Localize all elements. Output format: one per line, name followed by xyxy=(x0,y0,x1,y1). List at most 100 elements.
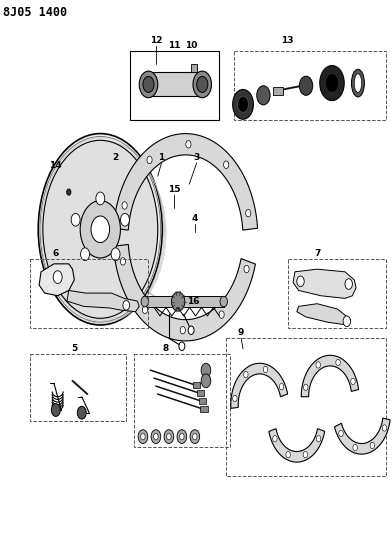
Circle shape xyxy=(336,359,340,366)
Circle shape xyxy=(382,425,387,431)
Bar xyxy=(191,64,197,72)
Text: 15: 15 xyxy=(168,185,181,194)
Bar xyxy=(143,296,225,308)
Circle shape xyxy=(316,362,320,368)
Text: 3: 3 xyxy=(194,153,200,162)
Circle shape xyxy=(147,156,152,164)
Circle shape xyxy=(186,141,191,148)
Text: 1: 1 xyxy=(158,153,165,162)
Circle shape xyxy=(139,71,158,98)
Circle shape xyxy=(151,430,161,443)
Circle shape xyxy=(263,366,268,373)
Polygon shape xyxy=(293,269,356,298)
Text: 13: 13 xyxy=(281,36,294,45)
Circle shape xyxy=(244,265,249,273)
Circle shape xyxy=(123,301,130,310)
Circle shape xyxy=(244,372,248,378)
Circle shape xyxy=(370,442,374,449)
Circle shape xyxy=(71,213,80,226)
Polygon shape xyxy=(301,356,359,397)
Text: 2: 2 xyxy=(112,153,118,162)
Bar xyxy=(198,398,206,404)
Bar xyxy=(234,51,386,120)
Ellipse shape xyxy=(43,140,158,318)
Bar xyxy=(200,406,208,412)
Circle shape xyxy=(177,430,187,443)
Circle shape xyxy=(120,257,125,265)
Circle shape xyxy=(353,445,358,451)
Polygon shape xyxy=(114,134,258,230)
Circle shape xyxy=(273,435,277,442)
Circle shape xyxy=(316,435,321,442)
Circle shape xyxy=(320,66,344,101)
Circle shape xyxy=(143,76,154,92)
Text: 11: 11 xyxy=(168,42,181,51)
Circle shape xyxy=(201,374,211,387)
Circle shape xyxy=(339,430,343,437)
Bar xyxy=(274,87,283,95)
Circle shape xyxy=(171,292,185,311)
Bar xyxy=(149,72,202,96)
Bar xyxy=(193,382,200,388)
Text: 7: 7 xyxy=(314,249,320,258)
Circle shape xyxy=(192,433,197,440)
Circle shape xyxy=(246,209,251,217)
Polygon shape xyxy=(39,264,74,296)
Polygon shape xyxy=(114,245,256,341)
Text: 8J05 1400: 8J05 1400 xyxy=(4,6,67,19)
Circle shape xyxy=(297,276,304,287)
Ellipse shape xyxy=(354,74,362,92)
Polygon shape xyxy=(297,304,350,325)
Bar xyxy=(287,259,386,328)
Circle shape xyxy=(179,342,185,351)
Polygon shape xyxy=(231,364,288,408)
Circle shape xyxy=(120,213,129,226)
Circle shape xyxy=(197,76,208,92)
Text: 10: 10 xyxy=(185,42,197,51)
Circle shape xyxy=(164,430,174,443)
Circle shape xyxy=(303,384,308,391)
Circle shape xyxy=(233,395,237,402)
Text: 5: 5 xyxy=(71,344,78,353)
Circle shape xyxy=(345,279,352,289)
Circle shape xyxy=(81,248,89,261)
Circle shape xyxy=(141,296,149,307)
Circle shape xyxy=(67,189,71,195)
Circle shape xyxy=(257,86,270,105)
Circle shape xyxy=(180,433,184,440)
Bar xyxy=(30,354,126,421)
Circle shape xyxy=(53,271,62,284)
Circle shape xyxy=(303,451,308,458)
Circle shape xyxy=(238,96,249,112)
Text: 6: 6 xyxy=(53,249,59,258)
Circle shape xyxy=(193,71,212,98)
Circle shape xyxy=(286,451,290,458)
Circle shape xyxy=(325,74,339,93)
Polygon shape xyxy=(269,429,325,462)
Ellipse shape xyxy=(352,69,365,97)
Circle shape xyxy=(299,76,313,95)
Circle shape xyxy=(220,296,227,307)
Circle shape xyxy=(138,430,148,443)
Text: 9: 9 xyxy=(238,328,244,337)
Polygon shape xyxy=(67,290,139,312)
Circle shape xyxy=(96,192,105,205)
Text: 12: 12 xyxy=(150,36,162,45)
Circle shape xyxy=(91,216,110,243)
Circle shape xyxy=(154,433,158,440)
Circle shape xyxy=(111,248,120,261)
Circle shape xyxy=(190,430,200,443)
Text: 14: 14 xyxy=(49,161,62,170)
Polygon shape xyxy=(334,418,390,454)
Circle shape xyxy=(188,326,194,335)
Circle shape xyxy=(343,316,350,327)
Ellipse shape xyxy=(80,200,120,258)
Circle shape xyxy=(201,364,211,377)
Bar xyxy=(197,390,204,396)
Circle shape xyxy=(167,433,171,440)
Bar xyxy=(134,354,230,447)
Circle shape xyxy=(351,378,355,385)
Bar xyxy=(130,51,219,120)
Circle shape xyxy=(51,403,60,416)
Circle shape xyxy=(223,161,229,168)
